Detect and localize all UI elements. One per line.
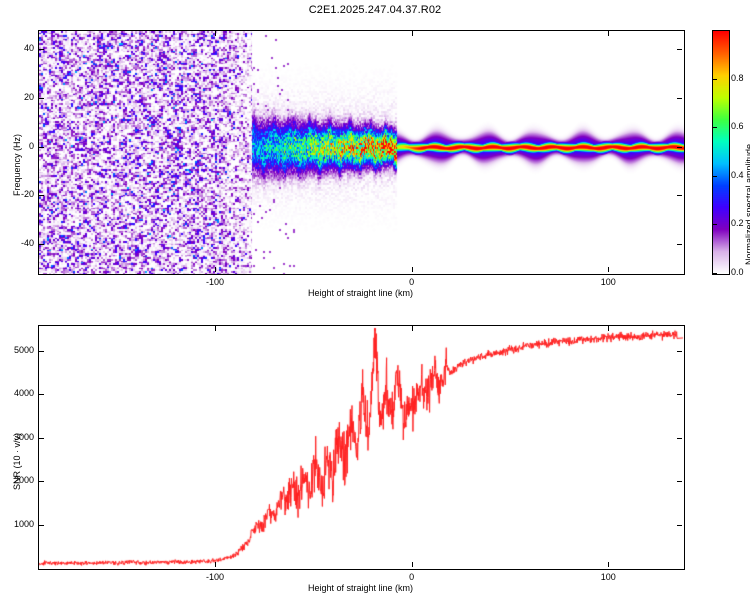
spectrogram-ytick: [39, 98, 44, 100]
snr-y-axis-title: SNR (10 · v/v): [12, 432, 22, 490]
spectrogram-image: [39, 31, 684, 274]
spectrogram-yticklabel: -20: [20, 189, 34, 200]
snr-yticklabel: 4000: [13, 388, 34, 399]
spectrogram-xtick: [608, 267, 610, 272]
snr-xtick: [608, 562, 610, 567]
snr-xticklabel: 100: [600, 572, 616, 582]
snr-xtick-top: [214, 326, 216, 331]
spectrogram-ytick-right: [677, 195, 682, 197]
snr-panel: [38, 325, 685, 570]
snr-yticklabel: 5000: [13, 345, 34, 356]
spectrogram-ytick-right: [677, 243, 682, 245]
spectrogram-xtick-top: [214, 31, 216, 36]
colorbar: [712, 30, 730, 275]
snr-ytick: [39, 394, 44, 396]
colorbar-tick: [713, 224, 717, 226]
spectrogram-ytick: [39, 146, 44, 148]
snr-ytick-right: [677, 437, 682, 439]
spectrogram-ytick: [39, 195, 44, 197]
colorbar-gradient: [713, 31, 729, 274]
spectrogram-panel: [38, 30, 685, 275]
colorbar-tick: [713, 273, 717, 274]
snr-ytick-right: [677, 524, 682, 526]
spectrogram-ytick: [39, 49, 44, 51]
snr-xtick-top: [411, 326, 413, 331]
spectrogram-xtick-top: [411, 31, 413, 36]
page-title: C2E1.2025.247.04.37.R02: [308, 4, 442, 16]
colorbar-tick: [713, 175, 717, 177]
spectrogram-ytick: [39, 243, 44, 245]
snr-ytick: [39, 437, 44, 439]
snr-xtick: [411, 562, 413, 567]
spectrogram-y-axis-title: Frequency (Hz): [12, 133, 22, 196]
colorbar-tick: [713, 78, 717, 80]
colorbar-ticklabel: 0.0: [731, 267, 744, 277]
snr-ytick-right: [677, 481, 682, 483]
snr-line-plot: [39, 326, 684, 569]
spectrogram-xtick: [214, 267, 216, 272]
spectrogram-xticklabel: 0: [409, 277, 415, 287]
snr-xticklabel: -100: [205, 572, 224, 582]
snr-x-axis-title: Height of straight line (km): [307, 583, 414, 593]
snr-ytick: [39, 481, 44, 483]
spectrogram-plot-area: [39, 31, 684, 274]
snr-yticklabel: 2000: [13, 475, 34, 486]
spectrogram-xticklabel: 100: [600, 277, 616, 287]
spectrogram-xticklabel: -100: [205, 277, 224, 287]
spectrogram-xtick-top: [608, 31, 610, 36]
spectrogram-yticklabel: 0: [28, 140, 34, 151]
spectrogram-xtick: [411, 267, 413, 272]
snr-xticklabel: 0: [409, 572, 415, 582]
spectrogram-ytick-right: [677, 98, 682, 100]
snr-yticklabel: 1000: [13, 518, 34, 529]
spectrogram-x-axis-title: Height of straight line (km): [307, 288, 414, 298]
colorbar-tick: [713, 127, 717, 129]
snr-xtick: [214, 562, 216, 567]
colorbar-ticklabel: 0.4: [731, 169, 744, 180]
snr-yticklabel: 3000: [13, 431, 34, 442]
snr-ytick: [39, 351, 44, 353]
colorbar-ticklabel: 0.6: [731, 121, 744, 132]
snr-ytick: [39, 524, 44, 526]
snr-ytick-right: [677, 394, 682, 396]
spectrogram-yticklabel: 40: [23, 43, 34, 54]
spectrogram-yticklabel: -40: [20, 237, 34, 248]
spectrogram-ytick-right: [677, 49, 682, 51]
snr-ytick-right: [677, 351, 682, 353]
spectrogram-yticklabel: 20: [23, 92, 34, 103]
colorbar-title: Normalized spectral amplitude: [744, 143, 750, 265]
colorbar-ticklabel: 0.8: [731, 72, 744, 83]
colorbar-ticklabel: 0.2: [731, 218, 744, 229]
spectrogram-ytick-right: [677, 146, 682, 148]
snr-xtick-top: [608, 326, 610, 331]
